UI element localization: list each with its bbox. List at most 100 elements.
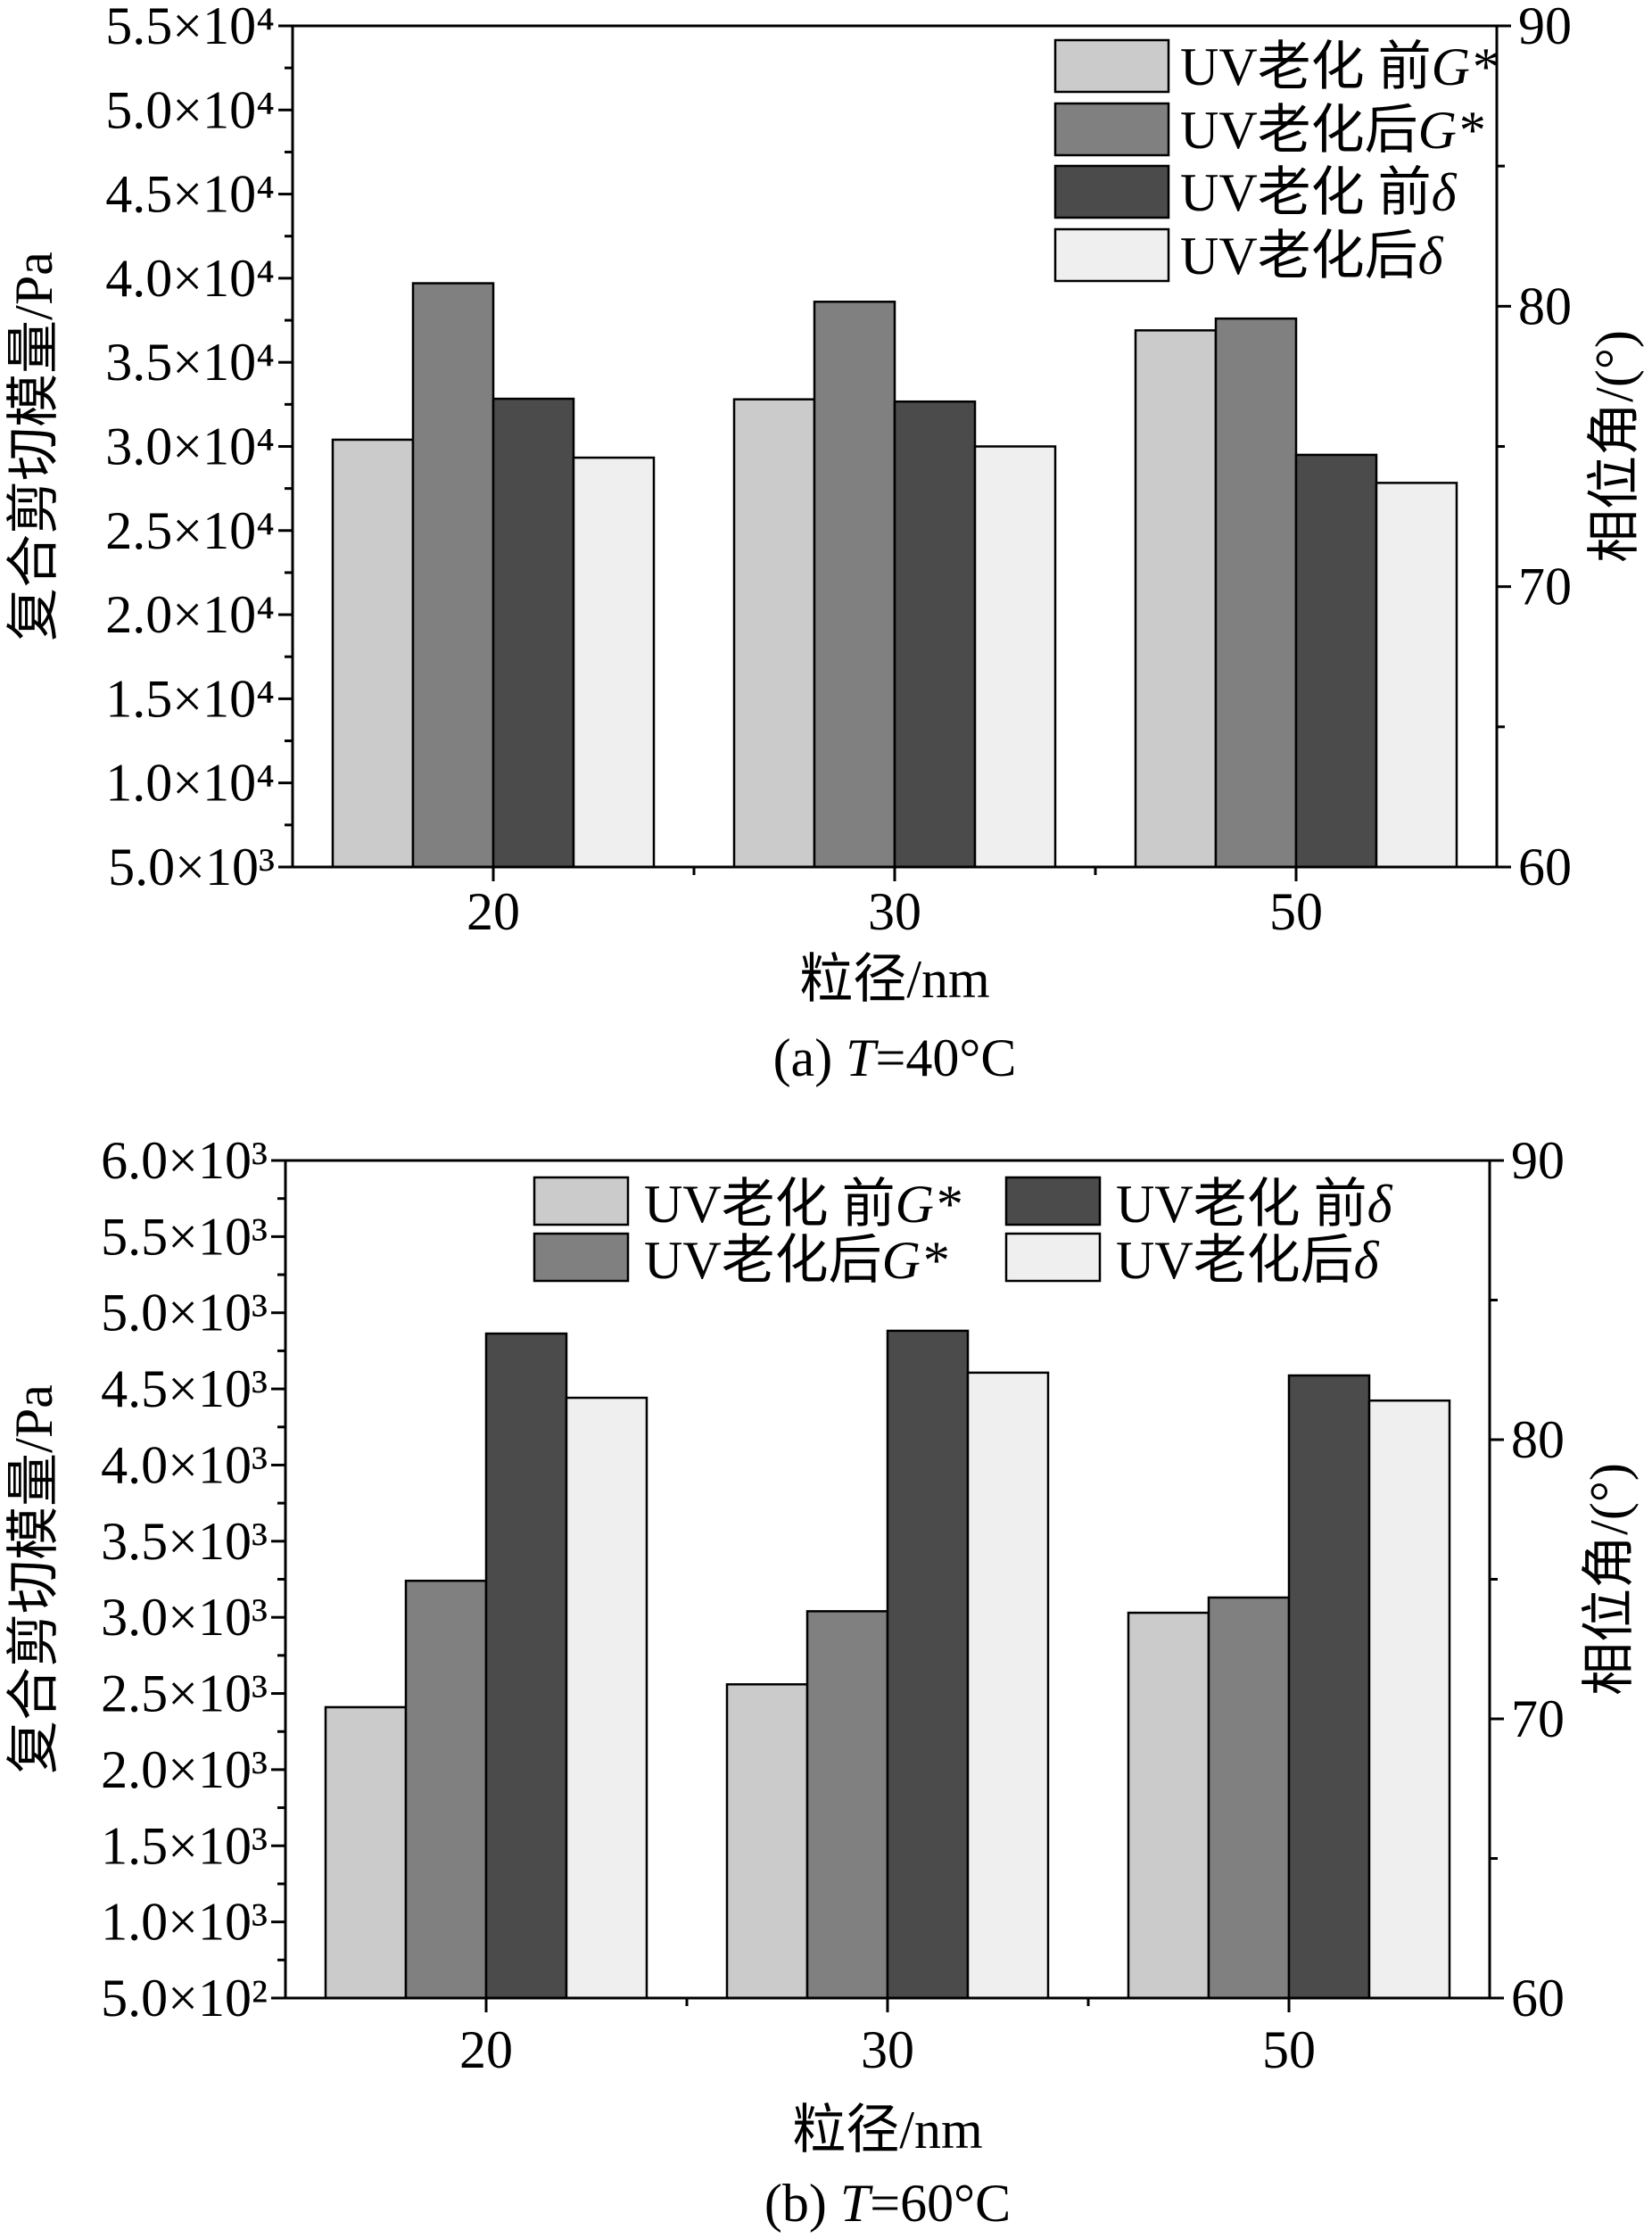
legend-label: UV老化 前δ xyxy=(1116,1175,1393,1234)
x-axis: 20 30 50 xyxy=(459,1998,1316,2079)
legend-label: UV老化后G* xyxy=(1180,101,1483,160)
right-y-axis: 60 70 80 90 xyxy=(1497,0,1572,896)
caption-prefix: (a) xyxy=(773,1028,847,1087)
y2-tick-label: 90 xyxy=(1511,1131,1565,1190)
y-tick-label: 4.0×10⁴ xyxy=(105,249,275,308)
y-tick-label: 4.5×10⁴ xyxy=(105,165,275,224)
legend-label: UV老化后G* xyxy=(644,1231,947,1290)
legend-label-symbol: G* xyxy=(896,1175,961,1234)
legend-label-symbol: δ xyxy=(1354,1231,1380,1290)
legend-item-gstar-after-aging: UV老化后G* xyxy=(533,1231,947,1290)
bar-30nm-delta-after-aging xyxy=(973,445,1057,869)
legend-label-symbol: δ xyxy=(1432,163,1458,222)
y-tick-label: 6.0×10³ xyxy=(101,1131,268,1190)
caption-suffix: =40°C xyxy=(876,1028,1017,1087)
bar-50nm-gstar-before-aging xyxy=(1134,329,1218,869)
bar-30nm-gstar-before-aging xyxy=(725,1683,809,2000)
legend-label-symbol: G* xyxy=(1418,101,1483,160)
y-tick-label: 5.0×10² xyxy=(101,1969,268,2027)
legend-label: UV老化 前δ xyxy=(1180,163,1458,222)
legend-item-delta-before-aging: UV老化 前δ xyxy=(1004,1175,1393,1234)
x-tick-label: 50 xyxy=(1269,882,1323,941)
left-y-axis: 5.0×10³ 1.0×10⁴ 1.5×10⁴ 2.0×10⁴ 2.5×10⁴ 3.0×1… xyxy=(105,0,293,896)
bar-20nm-delta-before-aging xyxy=(491,397,575,869)
bar-30nm-delta-after-aging xyxy=(966,1371,1050,2000)
bar-20nm-gstar-after-aging xyxy=(411,282,495,869)
caption-variable: T xyxy=(846,1028,879,1087)
x-tick-label: 30 xyxy=(868,882,921,941)
y2-tick-label: 90 xyxy=(1518,0,1572,55)
bar-30nm-gstar-after-aging xyxy=(813,301,896,869)
legend-label-symbol: δ xyxy=(1418,227,1444,285)
x-tick-label: 20 xyxy=(459,2020,513,2079)
y2-tick-label: 70 xyxy=(1511,1689,1565,1748)
legend-swatch xyxy=(1053,164,1170,219)
legend-label-text: UV老化后 xyxy=(1180,227,1418,285)
bar-20nm-gstar-before-aging xyxy=(324,1705,408,2000)
x-axis-title: 粒径/nm xyxy=(799,950,989,1009)
y-tick-label: 1.0×10³ xyxy=(101,1893,268,1952)
y-axis-title: 复合剪切模量/Pa xyxy=(4,252,63,641)
legend-label: UV老化后δ xyxy=(1116,1231,1380,1290)
bar-50nm-delta-before-aging xyxy=(1287,1374,1371,2000)
bar-50nm-delta-before-aging xyxy=(1294,453,1378,869)
x-tick-label: 30 xyxy=(861,2020,914,2079)
y-tick-label: 1.5×10⁴ xyxy=(105,669,275,728)
y2-tick-label: 80 xyxy=(1518,277,1572,335)
x-axis: 20 30 50 xyxy=(467,867,1323,941)
bar-20nm-gstar-after-aging xyxy=(404,1579,488,2000)
legend-item-delta-after-aging: UV老化后δ xyxy=(1004,1231,1380,1290)
legend-item-gstar-after-aging: UV老化后G* xyxy=(1053,101,1483,160)
legend-item-delta-after-aging: UV老化后δ xyxy=(1053,227,1444,285)
y-tick-label: 2.5×10³ xyxy=(101,1664,268,1723)
y-tick-label: 2.0×10³ xyxy=(101,1740,268,1799)
bar-50nm-gstar-before-aging xyxy=(1127,1611,1210,2000)
y-tick-label: 5.0×10³ xyxy=(101,1284,268,1342)
legend-swatch xyxy=(533,1176,630,1226)
caption-prefix: (b) xyxy=(764,2174,840,2233)
x-axis-title: 粒径/nm xyxy=(792,2101,982,2160)
y2-tick-label: 60 xyxy=(1511,1969,1565,2027)
x-tick-label: 50 xyxy=(1262,2020,1316,2079)
bar-20nm-delta-after-aging xyxy=(572,456,656,869)
y2-axis-title: 相位角/(°) xyxy=(1585,330,1644,563)
legend-label-text: UV老化 前 xyxy=(1180,163,1432,222)
y-tick-label: 1.0×10⁴ xyxy=(105,754,275,813)
legend-label-text: UV老化 前 xyxy=(644,1175,896,1234)
caption-suffix: =60°C xyxy=(870,2174,1011,2233)
left-y-axis: 5.0×10² 1.0×10³ 1.5×10³ 2.0×10³ 2.5×10³ 3.0×1… xyxy=(101,1131,285,2027)
y-tick-label: 3.0×10⁴ xyxy=(105,417,275,476)
y-tick-label: 4.0×10³ xyxy=(101,1435,268,1494)
y2-axis-title: 相位角/(°) xyxy=(1580,1463,1639,1696)
legend-swatch xyxy=(1004,1232,1102,1283)
legend-label: UV老化 前G* xyxy=(1180,37,1497,96)
legend-label-symbol: G* xyxy=(1432,37,1497,96)
legend-label-text: UV老化后 xyxy=(1180,101,1418,160)
bar-50nm-delta-after-aging xyxy=(1375,482,1458,869)
legend-label: UV老化 前G* xyxy=(644,1175,961,1234)
legend-label-symbol: G* xyxy=(882,1231,947,1290)
bar-20nm-delta-before-aging xyxy=(484,1332,568,2000)
y2-tick-label: 60 xyxy=(1518,838,1572,896)
bar-50nm-delta-after-aging xyxy=(1367,1399,1451,2000)
chart-b-t60: 5.0×10² 1.0×10³ 1.5×10³ 2.0×10³ 2.5×10³ 3.0×1… xyxy=(4,1131,1639,2233)
chart-a-t40: 5.0×10³ 1.0×10⁴ 1.5×10⁴ 2.0×10⁴ 2.5×10⁴ 3.0×1… xyxy=(4,0,1644,1087)
bars xyxy=(324,1329,1451,2000)
y-tick-label: 3.0×10³ xyxy=(101,1588,268,1647)
legend-swatch xyxy=(1053,227,1170,283)
legend-label-symbol: δ xyxy=(1367,1175,1393,1234)
y-tick-label: 3.5×10³ xyxy=(101,1512,268,1571)
legend-swatch xyxy=(1004,1176,1102,1226)
bar-30nm-gstar-before-aging xyxy=(732,398,816,869)
y2-tick-label: 80 xyxy=(1511,1410,1565,1469)
legend-label: UV老化后δ xyxy=(1180,227,1444,285)
y-axis-title: 复合剪切模量/Pa xyxy=(4,1384,63,1774)
x-tick-label: 20 xyxy=(467,882,520,941)
legend-label-text: UV老化后 xyxy=(1116,1231,1354,1290)
caption-variable: T xyxy=(840,2174,873,2233)
legend-item-gstar-before-aging: UV老化 前G* xyxy=(1053,37,1497,96)
figure-caption: (a) T=40°C xyxy=(773,1028,1017,1087)
